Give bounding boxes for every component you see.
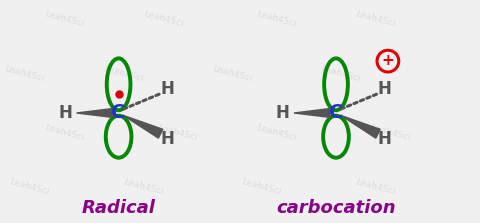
Text: Leah4Sci: Leah4Sci	[157, 123, 199, 142]
Polygon shape	[123, 116, 163, 138]
Polygon shape	[294, 109, 330, 118]
Text: +: +	[382, 53, 394, 68]
Text: Leah4Sci: Leah4Sci	[256, 9, 298, 29]
Text: Leah4Sci: Leah4Sci	[103, 64, 144, 83]
Text: Leah4Sci: Leah4Sci	[370, 123, 411, 142]
Polygon shape	[77, 109, 113, 118]
Text: carbocation: carbocation	[276, 199, 396, 217]
Text: Leah4Sci: Leah4Sci	[256, 123, 298, 142]
Text: Leah4Sci: Leah4Sci	[4, 64, 46, 83]
Text: Leah4Sci: Leah4Sci	[320, 64, 362, 83]
Text: H: H	[377, 130, 391, 148]
Text: H: H	[160, 80, 174, 98]
Text: Leah4Sci: Leah4Sci	[142, 9, 184, 29]
Text: Leah4Sci: Leah4Sci	[355, 178, 396, 197]
Text: Leah4Sci: Leah4Sci	[43, 9, 85, 29]
Polygon shape	[341, 116, 380, 138]
Text: H: H	[377, 80, 391, 98]
Text: Leah4Sci: Leah4Sci	[211, 64, 253, 83]
Text: Radical: Radical	[82, 199, 156, 217]
Text: Leah4Sci: Leah4Sci	[43, 123, 85, 142]
Text: H: H	[276, 104, 289, 122]
Text: Leah4Sci: Leah4Sci	[122, 178, 164, 197]
Text: H: H	[58, 104, 72, 122]
Text: Leah4Sci: Leah4Sci	[355, 9, 396, 29]
Text: Leah4Sci: Leah4Sci	[9, 178, 50, 197]
Text: Leah4Sci: Leah4Sci	[241, 178, 283, 197]
Text: H: H	[160, 130, 174, 148]
Text: C: C	[329, 103, 343, 122]
Text: C: C	[111, 103, 126, 122]
